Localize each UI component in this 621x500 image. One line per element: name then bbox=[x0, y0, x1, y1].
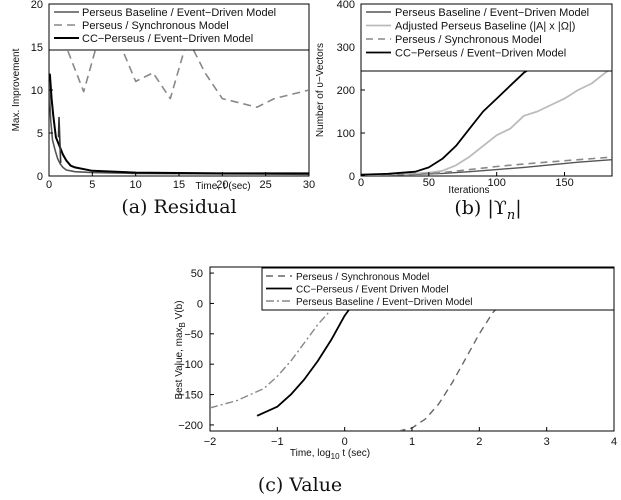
x-tick-label: 20 bbox=[216, 179, 228, 191]
y-axis-label: Best Value, maxB V(b) bbox=[174, 300, 187, 399]
legend-entry: CC−Perseus / Event−Driven Model bbox=[395, 48, 566, 60]
chart-caption-text: (c) Value bbox=[258, 474, 342, 496]
legend-box bbox=[261, 267, 615, 311]
y-tick-label: 15 bbox=[31, 42, 43, 54]
series-line-2 bbox=[49, 73, 309, 175]
x-tick-label: 0 bbox=[358, 177, 364, 189]
legend-entry: CC−Perseus / Event−Driven Model bbox=[82, 33, 253, 45]
x-tick-label: −2 bbox=[204, 436, 217, 448]
series-line-2 bbox=[361, 156, 612, 176]
legend-entry: Perseus / Synchronous Model bbox=[82, 20, 229, 32]
y-tick-label: −200 bbox=[178, 420, 203, 432]
chart-caption-text: (a) Residual bbox=[121, 196, 236, 218]
x-tick-label: 1 bbox=[409, 436, 415, 448]
y-tick-label: −150 bbox=[178, 390, 203, 402]
y-tick-label: 300 bbox=[337, 42, 355, 54]
y-axis-label-text: Number of υ−Vectors bbox=[315, 43, 326, 137]
y-tick-label: 5 bbox=[37, 128, 43, 140]
chart-b: 0 50 100 150 0 100 200 300 400 Iterations Number o… bbox=[315, 0, 613, 223]
chart-caption: (a) Residual bbox=[121, 196, 236, 218]
y-axis-label-sub: B bbox=[178, 322, 187, 327]
y-tick-label: 0 bbox=[37, 171, 43, 183]
chart-caption-end: | bbox=[515, 197, 521, 219]
chart-c: −2 −1 0 1 2 3 4 50 0 −50 −100 −150 −200 Time, log10 t… bbox=[174, 266, 617, 496]
y-axis-label-text: Max. Improvement bbox=[11, 48, 22, 131]
x-axis-label: Time, t (sec) bbox=[195, 181, 250, 192]
legend-entry: Perseus / Synchronous Model bbox=[296, 272, 429, 283]
legend-entry: Adjusted Perseus Baseline (|A| x |Ω|) bbox=[395, 21, 575, 33]
x-tick-label: 4 bbox=[611, 436, 617, 448]
y-tick-label: −100 bbox=[178, 359, 203, 371]
y-tick-label: 0 bbox=[349, 171, 355, 183]
series-line-3 bbox=[57, 116, 62, 164]
x-axis-label: Iterations bbox=[448, 185, 489, 196]
chart-caption-text: (b) |ϒ bbox=[454, 197, 506, 219]
x-tick-label: 15 bbox=[173, 179, 185, 191]
x-axis-label-sub: 10 bbox=[331, 452, 340, 461]
legend-box bbox=[48, 3, 310, 51]
x-tick-label: 100 bbox=[487, 177, 505, 189]
x-tick-label: 150 bbox=[555, 177, 573, 189]
y-axis-label-end: V(b) bbox=[174, 300, 185, 322]
x-tick-label: 2 bbox=[476, 436, 482, 448]
x-tick-label: 0 bbox=[342, 436, 348, 448]
y-tick-label: −50 bbox=[184, 329, 203, 341]
y-tick-label: 50 bbox=[191, 268, 203, 280]
chart-caption: (b) |ϒn| bbox=[454, 197, 521, 223]
x-axis-label-text: Time, t (sec) bbox=[195, 181, 250, 192]
legend-entry: CC−Perseus / Event Driven Model bbox=[296, 285, 449, 296]
y-axis-label: Number of υ−Vectors bbox=[315, 43, 326, 137]
x-tick-label: 50 bbox=[423, 177, 435, 189]
x-axis-label-end: t (sec) bbox=[340, 448, 371, 459]
x-tick-label: 10 bbox=[130, 179, 142, 191]
x-tick-label: 30 bbox=[303, 179, 315, 191]
x-axis-label-text: Time, log bbox=[290, 448, 331, 459]
series-line-0 bbox=[49, 81, 309, 176]
x-tick-label: 0 bbox=[46, 179, 52, 191]
x-axis-label: Time, log10 t (sec) bbox=[290, 448, 370, 461]
y-tick-label: 400 bbox=[337, 0, 355, 11]
y-axis-label-text: Best Value, max bbox=[174, 327, 185, 399]
x-tick-label: 3 bbox=[544, 436, 550, 448]
x-tick-label: −1 bbox=[271, 436, 284, 448]
x-axis-label-text: Iterations bbox=[448, 185, 489, 196]
series-line-1 bbox=[361, 67, 612, 176]
y-tick-label: 200 bbox=[337, 85, 355, 97]
series-line-1 bbox=[49, 28, 309, 108]
x-tick-label: 25 bbox=[260, 179, 272, 191]
y-tick-label: 10 bbox=[31, 85, 43, 97]
y-tick-label: 100 bbox=[337, 128, 355, 140]
chart-caption: (c) Value bbox=[258, 474, 342, 496]
legend-entry: Perseus Baseline / Event−Driven Model bbox=[82, 7, 276, 19]
y-axis-label: Max. Improvement bbox=[11, 48, 22, 131]
y-tick-label: 20 bbox=[31, 0, 43, 11]
chart-caption-sub: n bbox=[507, 208, 515, 223]
y-tick-label: 0 bbox=[197, 298, 203, 310]
legend-box bbox=[360, 3, 613, 72]
legend-entry: Perseus Baseline / Event−Driven Model bbox=[395, 7, 589, 19]
legend-entry: Perseus Baseline / Event−Driven Model bbox=[296, 297, 472, 308]
legend-entry: Perseus / Synchronous Model bbox=[395, 34, 542, 46]
x-tick-label: 5 bbox=[89, 179, 95, 191]
